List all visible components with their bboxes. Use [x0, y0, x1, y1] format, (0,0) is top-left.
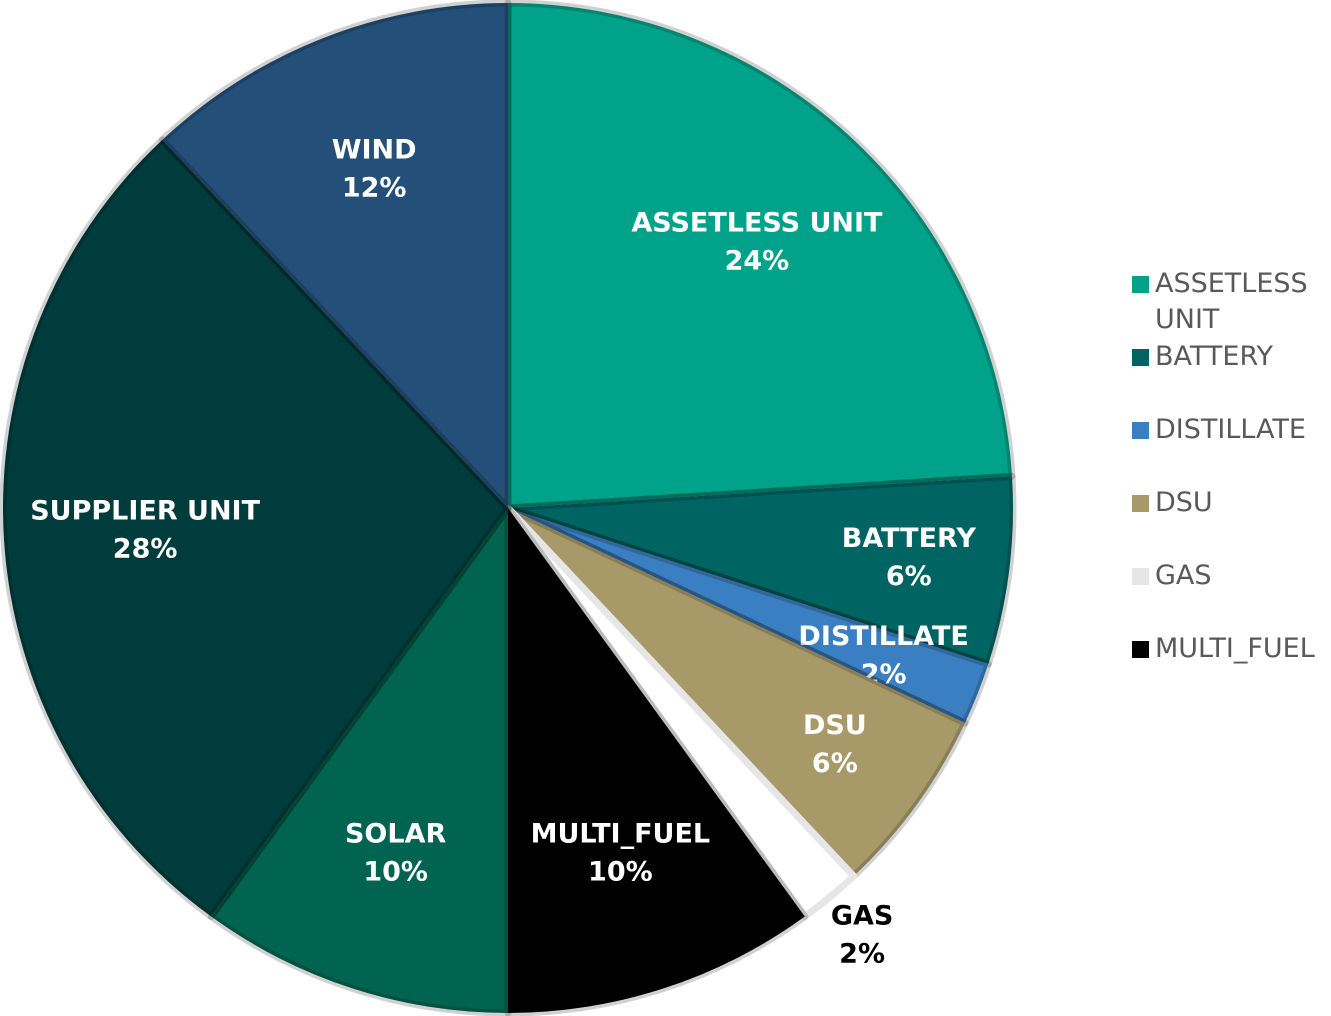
- value-label: 12%: [342, 172, 407, 203]
- value-label: 6%: [812, 748, 858, 779]
- slice-label: ASSETLESS UNIT: [631, 207, 883, 238]
- slice-label: WIND: [332, 134, 417, 165]
- slice-label: DISTILLATE: [798, 621, 968, 652]
- value-label: 2%: [839, 939, 885, 970]
- slice-label: SUPPLIER UNIT: [30, 495, 260, 526]
- legend-entry: MULTI_FUEL: [1130, 631, 1331, 676]
- value-label: 28%: [113, 533, 178, 564]
- legend: ASSETLESS UNIT BATTERY DISTILLATE DSU GAS MUL…: [1130, 266, 1331, 676]
- slice: [504, 0, 1016, 512]
- slice: [158, 0, 512, 512]
- legend-entry: ASSETLESS UNIT: [1130, 266, 1331, 339]
- legend-swatch: [1132, 422, 1149, 439]
- legend-entry: DSU: [1130, 485, 1331, 558]
- legend-swatch: [1132, 349, 1149, 366]
- legend-swatch: [1132, 641, 1149, 658]
- slice: [504, 504, 858, 921]
- value-label: 24%: [725, 245, 790, 276]
- slice-label: MULTI_FUEL: [531, 818, 711, 849]
- legend-swatch: [1132, 495, 1149, 512]
- legend-label: MULTI_FUEL: [1155, 633, 1315, 664]
- slice-label: BATTERY: [842, 523, 977, 554]
- legend-label: DSU: [1155, 487, 1213, 518]
- legend-label: DISTILLATE: [1155, 414, 1306, 445]
- slice-label: GAS: [831, 901, 894, 932]
- slice: [504, 504, 969, 880]
- slice: [504, 472, 1017, 668]
- legend-swatch: [1132, 568, 1149, 585]
- legend-label: GAS: [1155, 560, 1212, 591]
- slice: [504, 504, 992, 727]
- slice: [207, 504, 512, 1016]
- legend-entry: GAS: [1130, 558, 1331, 631]
- legend-entry: BATTERY: [1130, 339, 1331, 412]
- legend-entry: DISTILLATE: [1130, 412, 1331, 485]
- value-label: 10%: [363, 856, 428, 887]
- slice-label: DSU: [803, 710, 867, 741]
- value-label: 10%: [588, 856, 653, 887]
- legend-label: ASSETLESS UNIT: [1155, 268, 1308, 335]
- legend-label: BATTERY: [1155, 341, 1273, 372]
- slice: [0, 136, 512, 921]
- value-label: 6%: [886, 561, 932, 592]
- slice: [504, 504, 809, 1016]
- slice-label: SOLAR: [345, 818, 446, 849]
- legend-swatch: [1132, 276, 1149, 293]
